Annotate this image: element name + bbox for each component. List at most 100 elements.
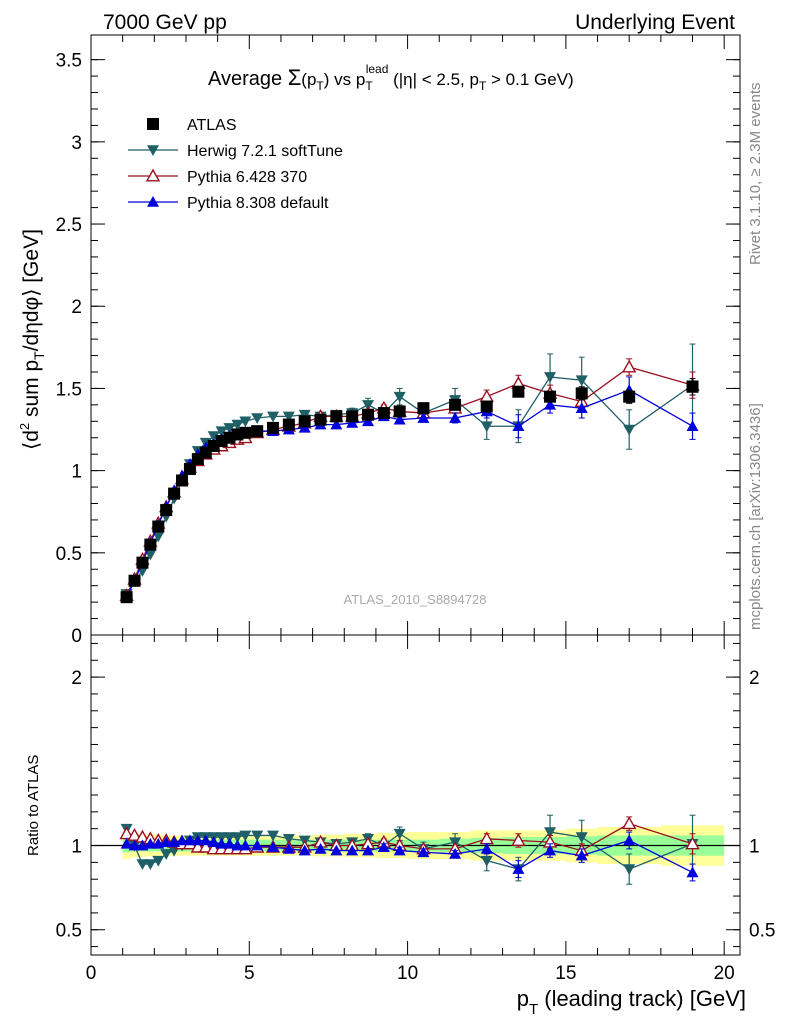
point-atlas xyxy=(330,410,343,423)
main-y-axis-label: ⟨d2 sum pT/dηdφ⟩ [GeV] xyxy=(17,229,47,450)
legend-label: Pythia 6.428 370 xyxy=(187,169,307,186)
legend-item-pythia-6-428-370: Pythia 6.428 370 xyxy=(128,168,307,186)
ratio-point-pythia-8-308-default xyxy=(449,847,462,859)
point-atlas xyxy=(136,556,149,569)
point-herwig-7-2-1-softtune xyxy=(623,424,636,436)
point-pythia-8-308-default xyxy=(544,398,557,410)
point-atlas xyxy=(512,385,525,398)
ratio-point-pythia-8-308-default xyxy=(686,866,699,878)
legend-label: Pythia 8.308 default xyxy=(187,195,329,212)
point-atlas xyxy=(686,380,699,393)
ratio-point-herwig-7-2-1-softtune xyxy=(575,832,588,844)
point-atlas xyxy=(346,410,359,423)
line-pythia-8-308-default xyxy=(126,389,693,598)
ratio-point-pythia-6-428-370 xyxy=(622,816,637,830)
series-pythia-6-428-370 xyxy=(119,358,700,602)
y-tick-label: 2 xyxy=(71,297,82,318)
ratio-point-pythia-8-308-default xyxy=(544,844,557,856)
ratio-point-herwig-7-2-1-softtune xyxy=(152,855,165,867)
point-atlas xyxy=(282,418,295,431)
ratio-point-pythia-8-308-default xyxy=(144,837,157,849)
point-atlas xyxy=(623,390,636,403)
legend-marker xyxy=(145,168,161,182)
x-tick-label: 0 xyxy=(86,963,97,984)
ratio-point-pythia-6-428-370 xyxy=(511,833,526,846)
legend-item-herwig-7-2-1-softtune: Herwig 7.2.1 softTune xyxy=(128,143,343,160)
y-tick-label: 3 xyxy=(71,133,82,154)
ratio-point-herwig-7-2-1-softtune xyxy=(623,864,636,876)
legend-marker xyxy=(147,145,159,156)
point-atlas xyxy=(168,487,181,500)
y-tick-label: 0 xyxy=(71,626,82,647)
ratio-point-pythia-8-308-default xyxy=(199,834,212,846)
ratio-point-pythia-8-308-default xyxy=(377,841,390,853)
point-herwig-7-2-1-softtune xyxy=(393,391,406,403)
rivet-label: Rivet 3.1.10, ≥ 2.3M events xyxy=(747,83,764,266)
point-atlas xyxy=(160,504,173,517)
analysis-watermark: ATLAS_2010_S8894728 xyxy=(344,592,487,607)
point-atlas xyxy=(120,591,133,604)
ratio-point-pythia-8-308-default xyxy=(330,844,343,856)
ratio-point-pythia-6-428-370 xyxy=(685,836,700,850)
point-atlas xyxy=(314,413,327,426)
point-atlas xyxy=(144,538,157,551)
point-herwig-7-2-1-softtune xyxy=(267,411,280,423)
point-herwig-7-2-1-softtune xyxy=(575,375,588,387)
point-pythia-6-428-370 xyxy=(622,359,637,373)
ratio-point-herwig-7-2-1-softtune xyxy=(223,832,236,844)
point-atlas xyxy=(183,462,196,475)
main-panel: 0 0.5 1 1.5 2 2.5 3 3.5 Average Σ(pT) vs pTlead… xyxy=(17,34,741,647)
ratio-y-tick-label: 1 xyxy=(71,837,82,858)
ratio-point-herwig-7-2-1-softtune xyxy=(231,832,244,844)
series-atlas xyxy=(120,378,699,604)
ratio-y-tick-label: 0.5 xyxy=(56,921,82,942)
energy-label: 7000 GeV pp xyxy=(103,11,227,34)
point-pythia-8-308-default xyxy=(417,412,430,423)
point-herwig-7-2-1-softtune xyxy=(207,431,220,443)
ratio-line-pythia-8-308-default xyxy=(126,839,693,874)
point-herwig-7-2-1-softtune xyxy=(282,411,295,423)
ratio-point-pythia-8-308-default xyxy=(207,836,220,847)
point-atlas xyxy=(152,520,165,533)
ratio-point-herwig-7-2-1-softtune xyxy=(393,828,406,840)
legend-item-atlas: ATLAS xyxy=(147,117,237,134)
analysis-label: Underlying Event xyxy=(575,11,735,34)
point-atlas xyxy=(377,407,390,420)
ratio-point-pythia-8-308-default xyxy=(160,836,173,847)
ratio-point-pythia-8-308-default xyxy=(417,846,430,858)
ratio-point-herwig-7-2-1-softtune xyxy=(215,832,228,844)
ratio-y-tick-label-right: 1 xyxy=(749,837,760,858)
ratio-point-pythia-8-308-default xyxy=(191,834,204,846)
point-herwig-7-2-1-softtune xyxy=(362,400,375,411)
point-herwig-7-2-1-softtune xyxy=(215,426,228,438)
y-tick-label: 2.5 xyxy=(56,215,82,236)
ratio-ticks: 0.5 0.51 12 20 5 10 15 20 xyxy=(56,635,775,984)
y-tick-label: 1.5 xyxy=(56,379,82,400)
y-tick-label: 3.5 xyxy=(56,51,82,72)
ratio-point-pythia-8-308-default xyxy=(393,844,406,856)
ratio-y-tick-label-right: 2 xyxy=(749,668,760,689)
legend-label: ATLAS xyxy=(187,117,237,134)
ratio-point-herwig-7-2-1-softtune xyxy=(160,849,173,860)
point-atlas xyxy=(449,398,462,411)
point-atlas xyxy=(128,574,141,587)
point-herwig-7-2-1-softtune xyxy=(152,531,165,543)
ratio-point-pythia-8-308-default xyxy=(231,839,244,851)
point-herwig-7-2-1-softtune xyxy=(544,372,557,383)
ratio-point-pythia-8-308-default xyxy=(346,844,359,856)
legend-marker xyxy=(147,118,159,130)
ratio-point-pythia-8-308-default xyxy=(575,849,588,861)
point-atlas xyxy=(393,405,406,418)
point-herwig-7-2-1-softtune xyxy=(144,549,157,561)
point-herwig-7-2-1-softtune xyxy=(480,421,493,433)
point-pythia-8-308-default xyxy=(575,402,588,413)
point-atlas xyxy=(251,425,264,438)
plot-title: Average Σ(pT) vs pTlead (|η| < 2.5, pT >… xyxy=(208,62,574,93)
ratio-point-pythia-8-308-default xyxy=(314,842,327,854)
point-pythia-6-428-370 xyxy=(479,389,494,403)
ratio-point-pythia-8-308-default xyxy=(223,837,236,849)
point-atlas xyxy=(480,400,493,413)
point-atlas xyxy=(575,387,588,400)
ratio-point-herwig-7-2-1-softtune xyxy=(544,827,557,839)
ratio-panel: 0.5 0.51 12 20 5 10 15 20 Ratio to ATLAS xyxy=(25,634,775,984)
